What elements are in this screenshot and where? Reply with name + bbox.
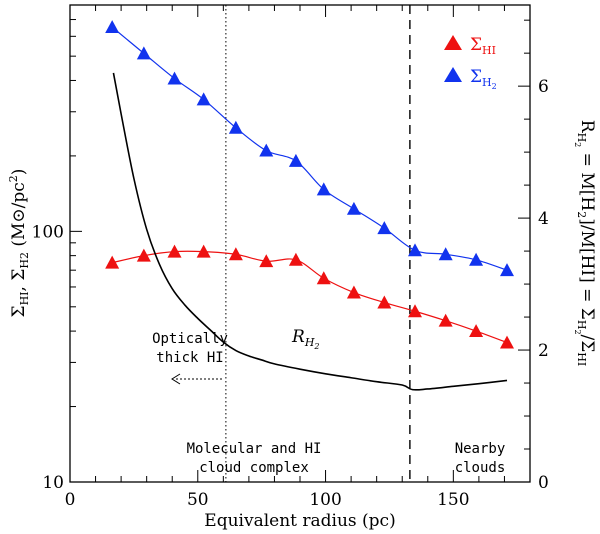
legend-marker-h2	[444, 67, 462, 82]
x-tick-label: 50	[187, 490, 209, 510]
data-point-hi	[196, 244, 211, 258]
annotation-molecular-1: Molecular and HI	[187, 441, 322, 457]
legend-label-h2: ΣH2	[470, 67, 497, 91]
data-point-h2	[316, 182, 331, 196]
data-point-h2	[196, 92, 211, 106]
legend-label-hi: ΣHI	[470, 35, 496, 57]
data-point-hi	[377, 295, 392, 309]
data-point-h2	[259, 143, 274, 157]
data-point-hi	[500, 335, 514, 349]
data-point-h2	[408, 243, 422, 257]
arrow-left-icon	[171, 373, 222, 385]
x-axis-label: Equivalent radius (pc)	[204, 511, 395, 531]
data-point-h2	[228, 120, 243, 134]
y-right-tick-label: 4	[538, 209, 549, 229]
legend-marker-hi	[444, 35, 462, 50]
data-point-h2	[105, 20, 120, 34]
y-left-tick-label: 10	[42, 473, 64, 493]
data-point-h2	[288, 153, 303, 167]
data-point-hi	[346, 285, 361, 299]
annotation-optically-thick-1: Optically	[152, 331, 228, 347]
svg-text:ΣHI, ΣH2 (M⊙/pc2): ΣHI, ΣH2 (M⊙/pc2)	[7, 169, 31, 318]
y-axis-right-label: RH2 = M[H2]/M[HI] = ΣH2/ΣHI	[573, 120, 597, 366]
data-point-h2	[136, 46, 151, 60]
data-series	[105, 5, 514, 482]
data-point-hi	[316, 271, 331, 285]
annotation-nearby-1: Nearby	[455, 441, 506, 457]
data-point-h2	[438, 247, 453, 261]
plot-frame	[69, 4, 531, 483]
tick-marks	[69, 4, 531, 483]
annotation-molecular-2: cloud complex	[199, 460, 309, 476]
tick-labels: 0 50 100 150 10 100 0 2 4 6	[32, 77, 549, 510]
data-point-hi	[136, 248, 151, 262]
x-tick-label: 100	[309, 490, 341, 510]
series-line-rh2	[112, 72, 508, 391]
annotation-rh2: RH2	[291, 327, 320, 351]
annotation-optically-thick-2: thick HI	[156, 350, 223, 366]
data-point-hi	[259, 254, 274, 268]
data-point-h2	[469, 252, 484, 266]
y-right-tick-label: 0	[538, 473, 549, 493]
data-point-hi	[105, 255, 120, 269]
data-point-h2	[500, 263, 514, 277]
data-point-hi	[438, 313, 453, 327]
data-point-hi	[228, 247, 243, 261]
y-axis-left-label: ΣHI, ΣH2 (M⊙/pc2)	[7, 169, 31, 318]
annotation-nearby-2: clouds	[455, 460, 506, 476]
data-point-hi	[288, 252, 303, 266]
x-tick-label: 150	[437, 490, 469, 510]
data-point-h2	[346, 201, 361, 215]
data-point-hi	[408, 304, 422, 318]
y-right-tick-label: 2	[538, 341, 549, 361]
y-right-tick-label: 6	[538, 77, 549, 97]
data-point-hi	[167, 244, 182, 258]
legend: ΣHI ΣH2	[444, 35, 497, 91]
x-tick-label: 0	[65, 490, 76, 510]
data-point-hi	[469, 324, 484, 338]
y-left-tick-label: 100	[32, 222, 64, 242]
data-point-h2	[167, 71, 182, 85]
data-point-h2	[377, 221, 392, 235]
svg-text:RH2 = M[H2]/M[HI] = ΣH2/ΣHI: RH2 = M[H2]/M[HI] = ΣH2/ΣHI	[573, 120, 597, 366]
